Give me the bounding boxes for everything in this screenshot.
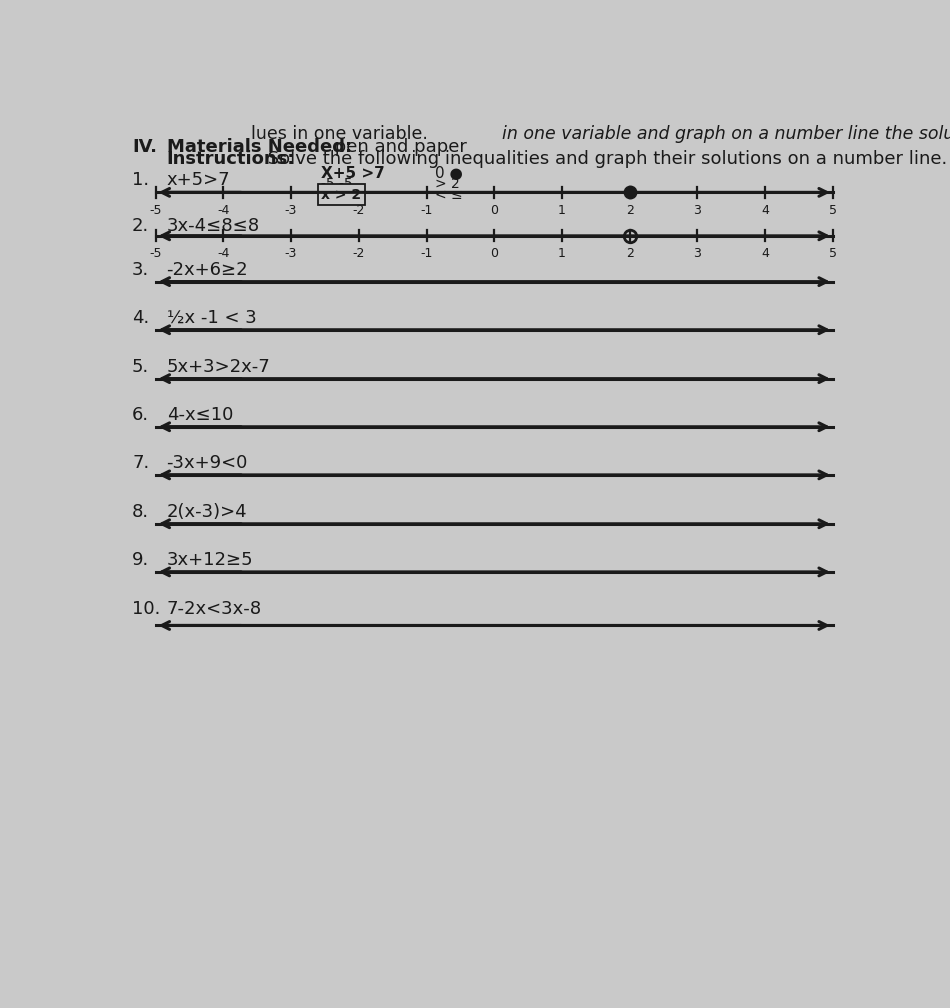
Text: 7-2x<3x-8: 7-2x<3x-8 — [166, 600, 262, 618]
Text: Solve the following inequalities and graph their solutions on a number line.: Solve the following inequalities and gra… — [262, 150, 947, 168]
Text: x > 2: x > 2 — [321, 187, 361, 202]
Text: -3: -3 — [285, 248, 297, 260]
Text: -2: -2 — [352, 248, 365, 260]
Text: Instructions:: Instructions: — [166, 150, 295, 168]
Text: ½x -1 < 3: ½x -1 < 3 — [166, 308, 256, 327]
Text: -5 -5: -5 -5 — [321, 176, 352, 191]
Text: 2(x-3)>4: 2(x-3)>4 — [166, 503, 247, 521]
Text: 3: 3 — [694, 204, 701, 217]
Text: -4: -4 — [218, 248, 230, 260]
Text: 4-x≤10: 4-x≤10 — [166, 406, 233, 423]
Text: 4: 4 — [761, 248, 770, 260]
Text: 3x-4≤8≤8: 3x-4≤8≤8 — [166, 217, 259, 235]
Text: -1: -1 — [420, 204, 432, 217]
Text: 5: 5 — [829, 204, 837, 217]
Text: 9.: 9. — [132, 551, 149, 569]
Text: pen and paper: pen and paper — [329, 138, 466, 156]
Text: 5x+3>2x-7: 5x+3>2x-7 — [166, 358, 271, 376]
Text: 5: 5 — [829, 248, 837, 260]
Text: 0 ●: 0 ● — [435, 166, 463, 181]
Text: -4: -4 — [218, 204, 230, 217]
Text: -5: -5 — [149, 204, 162, 217]
Text: x+5>7: x+5>7 — [166, 171, 230, 190]
Text: 10.: 10. — [132, 600, 161, 618]
Text: IV.: IV. — [132, 138, 157, 156]
Text: 1: 1 — [558, 248, 566, 260]
Text: -1: -1 — [420, 248, 432, 260]
Text: < ≤: < ≤ — [435, 187, 463, 202]
Text: 4: 4 — [761, 204, 770, 217]
Text: 1.: 1. — [132, 171, 149, 190]
Text: 2: 2 — [626, 248, 634, 260]
Text: lues in one variable.: lues in one variable. — [251, 125, 428, 143]
Text: 3.: 3. — [132, 261, 149, 278]
Text: > 2: > 2 — [435, 176, 460, 191]
Text: 4.: 4. — [132, 308, 149, 327]
Text: -3: -3 — [285, 204, 297, 217]
Text: 2: 2 — [626, 204, 634, 217]
Text: 0: 0 — [490, 204, 498, 217]
Text: -3x+9<0: -3x+9<0 — [166, 454, 248, 472]
Text: 1: 1 — [558, 204, 566, 217]
Text: in one variable and graph on a number line the soluti: in one variable and graph on a number li… — [502, 125, 950, 143]
Text: Materials Needed:: Materials Needed: — [166, 138, 352, 156]
Text: -5: -5 — [149, 248, 162, 260]
Text: X+5 >7: X+5 >7 — [321, 166, 385, 181]
Text: -2x+6≥2: -2x+6≥2 — [166, 261, 248, 278]
Text: 0: 0 — [490, 248, 498, 260]
Text: 6.: 6. — [132, 406, 149, 423]
Text: 5.: 5. — [132, 358, 149, 376]
Text: -2: -2 — [352, 204, 365, 217]
Text: 3: 3 — [694, 248, 701, 260]
Text: 7.: 7. — [132, 454, 149, 472]
Text: 8.: 8. — [132, 503, 149, 521]
Text: 2.: 2. — [132, 217, 149, 235]
Text: 3x+12≥5: 3x+12≥5 — [166, 551, 254, 569]
